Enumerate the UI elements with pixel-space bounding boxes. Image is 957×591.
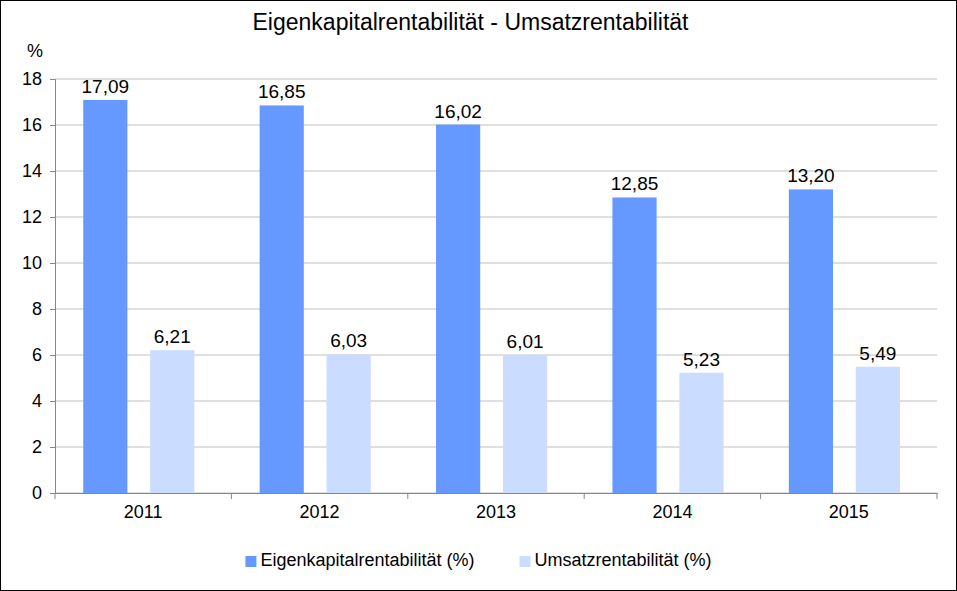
legend-label: Umsatzrentabilität (%) — [535, 550, 712, 570]
data-label: 6,03 — [330, 330, 367, 351]
data-label: 12,85 — [611, 173, 659, 194]
y-tick-mark — [50, 401, 55, 402]
bar — [83, 100, 127, 493]
category-separator — [937, 493, 938, 499]
x-tick: 2015 — [829, 493, 869, 522]
series-bars — [150, 350, 900, 493]
y-tick-mark — [50, 79, 55, 80]
category-separator — [407, 493, 408, 499]
data-label: 13,20 — [787, 165, 835, 186]
category-separator — [760, 493, 761, 499]
data-label: 17,09 — [82, 76, 130, 97]
x-tick: 2012 — [300, 493, 340, 522]
data-label: 16,02 — [434, 101, 482, 122]
y-tick: 8 — [32, 299, 55, 319]
bar — [612, 197, 656, 493]
y-tick-label: 12 — [22, 207, 42, 227]
y-tick: 12 — [22, 207, 55, 227]
plot: 0 2 4 6 8 10 12 14 16 18 2011 2012 2013 2014 2015 17,09… — [22, 69, 938, 522]
legend-swatch — [245, 556, 256, 567]
bar — [150, 350, 194, 493]
title: Eigenkapitalrentabilität - Umsatzrentabi… — [253, 9, 690, 35]
bar — [789, 189, 833, 493]
bar — [436, 125, 480, 493]
x-tick-label: 2011 — [124, 502, 163, 522]
data-label: 16,85 — [258, 81, 306, 102]
y-tick: 0 — [32, 483, 55, 503]
y-tick: 10 — [22, 253, 55, 273]
y-tick-mark — [50, 125, 55, 126]
y-tick-label: 18 — [22, 69, 42, 89]
bar — [503, 355, 547, 493]
x-tick-label: 2015 — [829, 502, 869, 522]
y-tick-label: 16 — [22, 115, 42, 135]
data-label: 6,21 — [154, 326, 191, 347]
bar — [327, 354, 371, 493]
y-tick: 2 — [32, 437, 55, 457]
y-axis-line — [50, 80, 56, 494]
y-tick-label: 0 — [32, 483, 42, 503]
series-bars — [83, 100, 833, 493]
y-tick-mark — [50, 355, 55, 356]
y-tick-mark — [50, 309, 55, 310]
x-tick-label: 2013 — [476, 502, 516, 522]
y-tick-mark — [50, 493, 55, 494]
y-tick-label: 6 — [32, 345, 42, 365]
y-tick: 4 — [32, 391, 55, 411]
data-label: 5,49 — [859, 343, 896, 364]
category-separator — [55, 493, 56, 499]
category-separator — [231, 493, 232, 499]
y-axis-label: % — [27, 41, 43, 61]
x-tick: 2014 — [652, 493, 692, 522]
category-separator — [584, 493, 585, 499]
chart-border — [1, 1, 957, 591]
x-tick: 2011 — [124, 493, 163, 522]
bar — [856, 367, 900, 493]
y-tick-mark — [50, 263, 55, 264]
y-tick-label: 14 — [22, 161, 42, 181]
x-tick-label: 2012 — [300, 502, 340, 522]
y-tick: 16 — [22, 115, 55, 135]
grid-line — [55, 125, 937, 126]
y-tick-label: 10 — [22, 253, 42, 273]
grid-line — [55, 79, 937, 80]
data-label: 6,01 — [507, 331, 544, 352]
legend-swatch — [520, 556, 531, 567]
y-tick-label: 4 — [32, 391, 42, 411]
x-axis: 2011 2012 2013 2014 2015 — [55, 493, 938, 522]
y-tick-label: 8 — [32, 299, 42, 319]
legend-item: Umsatzrentabilität (%) — [520, 550, 712, 570]
legend-item: Eigenkapitalrentabilität (%) — [245, 550, 474, 570]
y-tick: 6 — [32, 345, 55, 365]
y-tick-label: 2 — [32, 437, 42, 457]
bar — [679, 373, 723, 493]
y-axis: 0 2 4 6 8 10 12 14 16 18 — [22, 69, 56, 503]
bars — [83, 100, 900, 493]
bar — [260, 105, 304, 493]
x-axis-line — [56, 493, 938, 494]
y-tick: 14 — [22, 161, 55, 181]
data-labels: 17,09 16,85 16,02 12,85 13,20 6,21 6,03 6,01 5,2… — [82, 76, 897, 370]
legend: Eigenkapitalrentabilität (%) Umsatzrentab… — [245, 550, 711, 570]
x-tick-label: 2014 — [652, 502, 692, 522]
y-tick-mark — [50, 171, 55, 172]
x-tick: 2013 — [476, 493, 516, 522]
grid — [55, 79, 937, 493]
chart: Eigenkapitalrentabilität - Umsatzrentabi… — [0, 0, 957, 591]
y-tick-mark — [50, 447, 55, 448]
category-separators — [55, 493, 937, 499]
y-tick-mark — [50, 217, 55, 218]
legend-label: Eigenkapitalrentabilität (%) — [260, 550, 474, 570]
y-tick: 18 — [22, 69, 55, 89]
data-label: 5,23 — [683, 349, 720, 370]
